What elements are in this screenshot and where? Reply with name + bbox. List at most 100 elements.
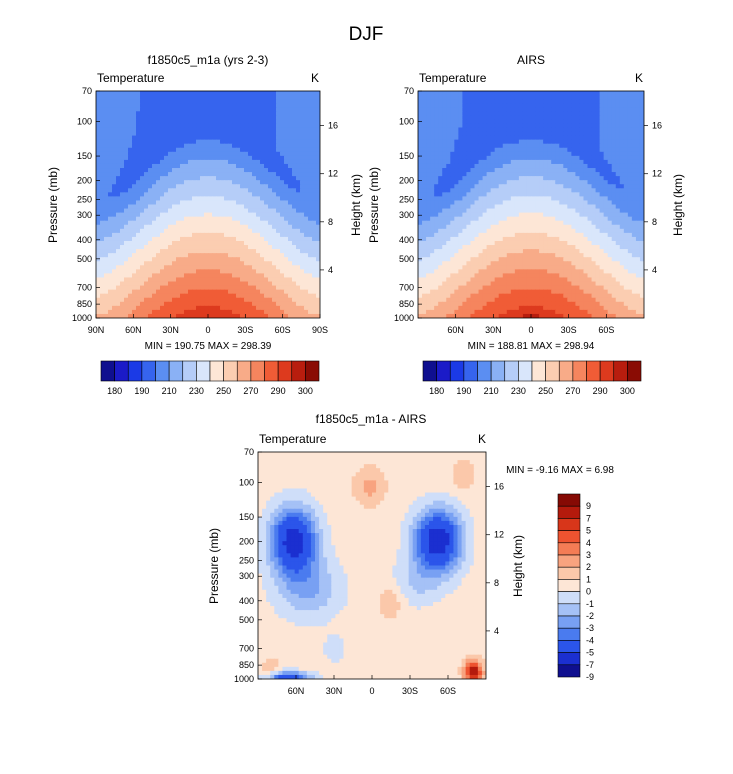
contour-cell xyxy=(104,249,109,254)
contour-cell xyxy=(595,103,601,108)
contour-cell xyxy=(482,212,488,218)
contour-cell xyxy=(180,163,185,169)
contour-cell xyxy=(486,151,492,157)
contour-cell xyxy=(232,305,237,311)
contour-cell xyxy=(240,220,245,226)
contour-cell xyxy=(136,293,141,299)
contour-cell xyxy=(108,91,113,96)
contour-cell xyxy=(212,273,217,279)
contour-cell xyxy=(104,265,109,270)
contour-cell xyxy=(112,155,117,161)
contour-cell xyxy=(514,99,520,104)
contour-cell xyxy=(494,103,500,108)
contour-cell xyxy=(567,192,572,197)
contour-cell xyxy=(176,216,181,222)
contour-cell xyxy=(316,232,320,238)
contour-cell xyxy=(470,95,476,100)
contour-cell xyxy=(244,103,249,108)
contour-cell xyxy=(454,95,459,100)
contour-cell xyxy=(272,196,277,202)
contour-cell xyxy=(482,95,488,100)
contour-cell xyxy=(482,163,488,169)
contour-cell xyxy=(316,289,320,295)
contour-cell xyxy=(551,172,556,177)
contour-cell xyxy=(434,168,439,173)
contour-cell xyxy=(172,155,177,161)
contour-cell xyxy=(571,176,576,181)
contour-cell xyxy=(430,176,435,181)
contour-cell xyxy=(228,172,233,177)
contour-cell xyxy=(599,111,605,116)
contour-cell xyxy=(438,163,443,169)
contour-cell xyxy=(192,127,197,133)
contour-cell xyxy=(204,281,209,287)
contour-cell xyxy=(192,155,197,161)
contour-cell xyxy=(244,180,249,185)
contour-cell xyxy=(248,200,253,206)
contour-cell xyxy=(248,192,253,197)
contour-cell xyxy=(148,232,153,238)
contour-cell xyxy=(526,127,532,133)
contour-cell xyxy=(591,111,597,116)
contour-cell xyxy=(108,200,113,206)
contour-cell xyxy=(539,172,544,177)
contour-cell xyxy=(144,192,149,197)
contour-cell xyxy=(607,99,613,104)
contour-cell xyxy=(200,220,205,226)
contour-cell xyxy=(494,111,500,116)
contour-cell xyxy=(494,123,500,129)
contour-cell xyxy=(514,123,520,129)
contour-cell xyxy=(430,192,435,197)
contour-cell xyxy=(490,163,496,169)
contour-cell xyxy=(100,269,105,275)
contour-cell xyxy=(216,91,221,96)
contour-cell xyxy=(256,151,261,157)
contour-cell xyxy=(599,115,605,120)
contour-cell xyxy=(454,91,459,96)
contour-cell xyxy=(168,253,173,258)
contour-cell xyxy=(635,107,641,112)
contour-cell xyxy=(212,240,217,246)
contour-cell xyxy=(124,180,129,185)
contour-cell xyxy=(635,127,641,133)
contour-cell xyxy=(304,236,309,242)
contour-cell xyxy=(312,208,317,214)
contour-cell xyxy=(308,107,313,112)
contour-cell xyxy=(498,184,504,189)
contour-cell xyxy=(276,131,281,137)
contour-cell xyxy=(176,208,181,214)
contour-cell xyxy=(288,249,293,254)
contour-cell xyxy=(312,249,317,254)
contour-cell xyxy=(120,155,125,161)
contour-cell xyxy=(248,249,253,254)
contour-cell xyxy=(623,99,629,104)
contour-cell xyxy=(220,281,225,287)
contour-cell xyxy=(543,123,548,129)
contour-cell xyxy=(547,115,552,120)
contour-cell xyxy=(631,163,637,169)
contour-cell xyxy=(619,143,625,149)
contour-cell xyxy=(482,99,488,104)
contour-cell xyxy=(132,216,137,222)
contour-cell xyxy=(418,123,423,129)
contour-cell xyxy=(236,249,241,254)
contour-cell xyxy=(180,220,185,226)
contour-cell xyxy=(200,305,205,311)
contour-cell xyxy=(434,159,439,165)
contour-cell xyxy=(498,176,504,181)
contour-cell xyxy=(526,204,532,210)
contour-cell xyxy=(639,111,644,116)
contour-cell xyxy=(551,188,556,193)
contour-cell xyxy=(308,301,313,307)
contour-cell xyxy=(539,196,544,202)
contour-cell xyxy=(176,200,181,206)
contour-cell xyxy=(276,184,281,189)
contour-cell xyxy=(308,212,313,218)
contour-cell xyxy=(100,313,105,318)
contour-cell xyxy=(184,168,189,173)
contour-cell xyxy=(316,273,320,279)
contour-cell xyxy=(240,91,245,96)
contour-cell xyxy=(252,192,257,197)
contour-cell xyxy=(458,204,463,210)
contour-cell xyxy=(563,139,568,145)
